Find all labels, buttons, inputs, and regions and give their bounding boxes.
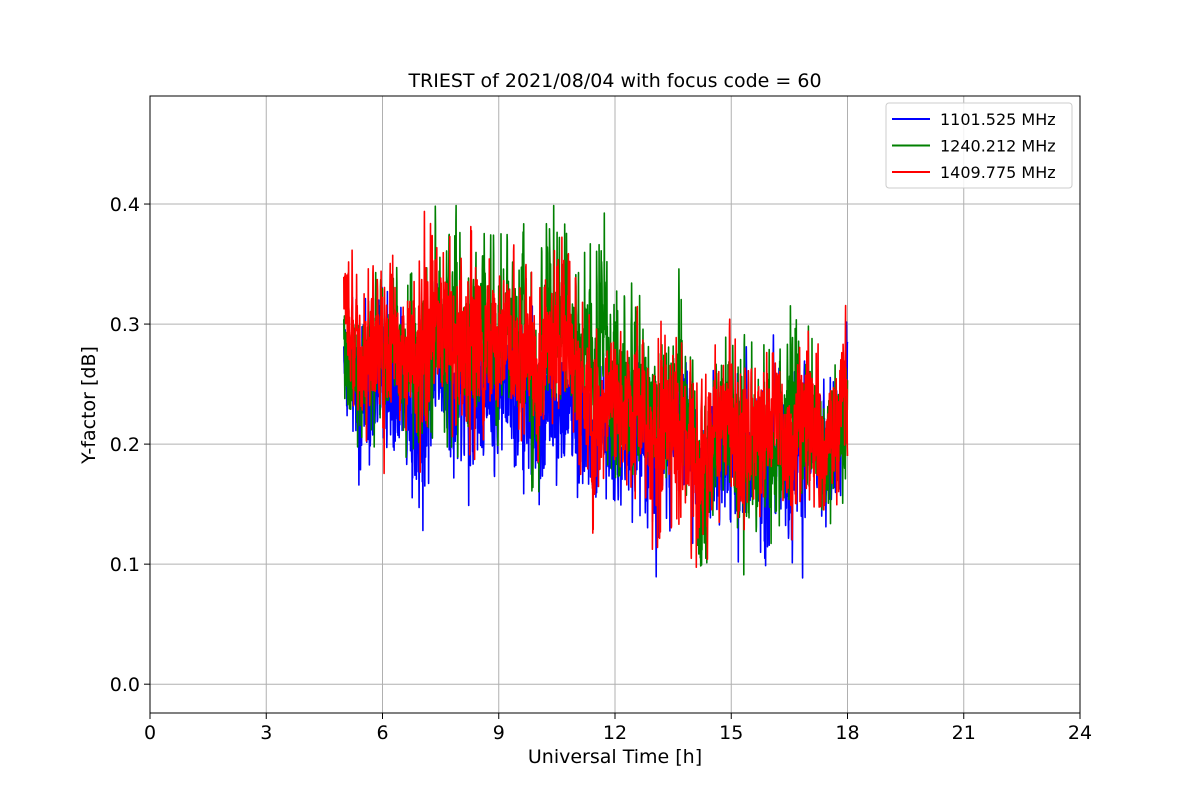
legend-label-2: 1240.212 MHz	[940, 137, 1056, 156]
x-tick-label: 18	[835, 722, 859, 744]
x-tick-label: 15	[719, 722, 743, 744]
y-tick-label: 0.2	[110, 434, 140, 456]
x-tick-label: 9	[493, 722, 505, 744]
legend: 1101.525 MHz 1240.212 MHz 1409.775 MHz	[885, 102, 1073, 189]
chart-title: TRIEST of 2021/08/04 with focus code = 6…	[407, 70, 821, 92]
x-tick-label: 3	[260, 722, 272, 744]
legend-box	[885, 102, 1073, 189]
y-tick-label: 0.0	[110, 674, 140, 696]
legend-label-3: 1409.775 MHz	[940, 163, 1056, 182]
y-tick-label: 0.1	[110, 554, 140, 576]
x-tick-label: 24	[1068, 722, 1092, 744]
x-tick-label: 6	[376, 722, 388, 744]
y-tick-label: 0.3	[110, 314, 140, 336]
axis-ticks: 0 3 6 9 12 15 18 21 24 0.0 0.1 0.2 0.3 0.4	[110, 194, 1092, 744]
x-tick-label: 0	[144, 722, 156, 744]
plot-data	[343, 204, 849, 579]
y-tick-label: 0.4	[110, 194, 140, 216]
y-axis-label: Y-factor [dB]	[78, 346, 100, 465]
legend-label-1: 1101.525 MHz	[940, 110, 1056, 129]
x-axis-label: Universal Time [h]	[528, 746, 702, 768]
x-tick-label: 12	[603, 722, 627, 744]
x-tick-label: 21	[952, 722, 976, 744]
series-line-3	[343, 210, 849, 568]
